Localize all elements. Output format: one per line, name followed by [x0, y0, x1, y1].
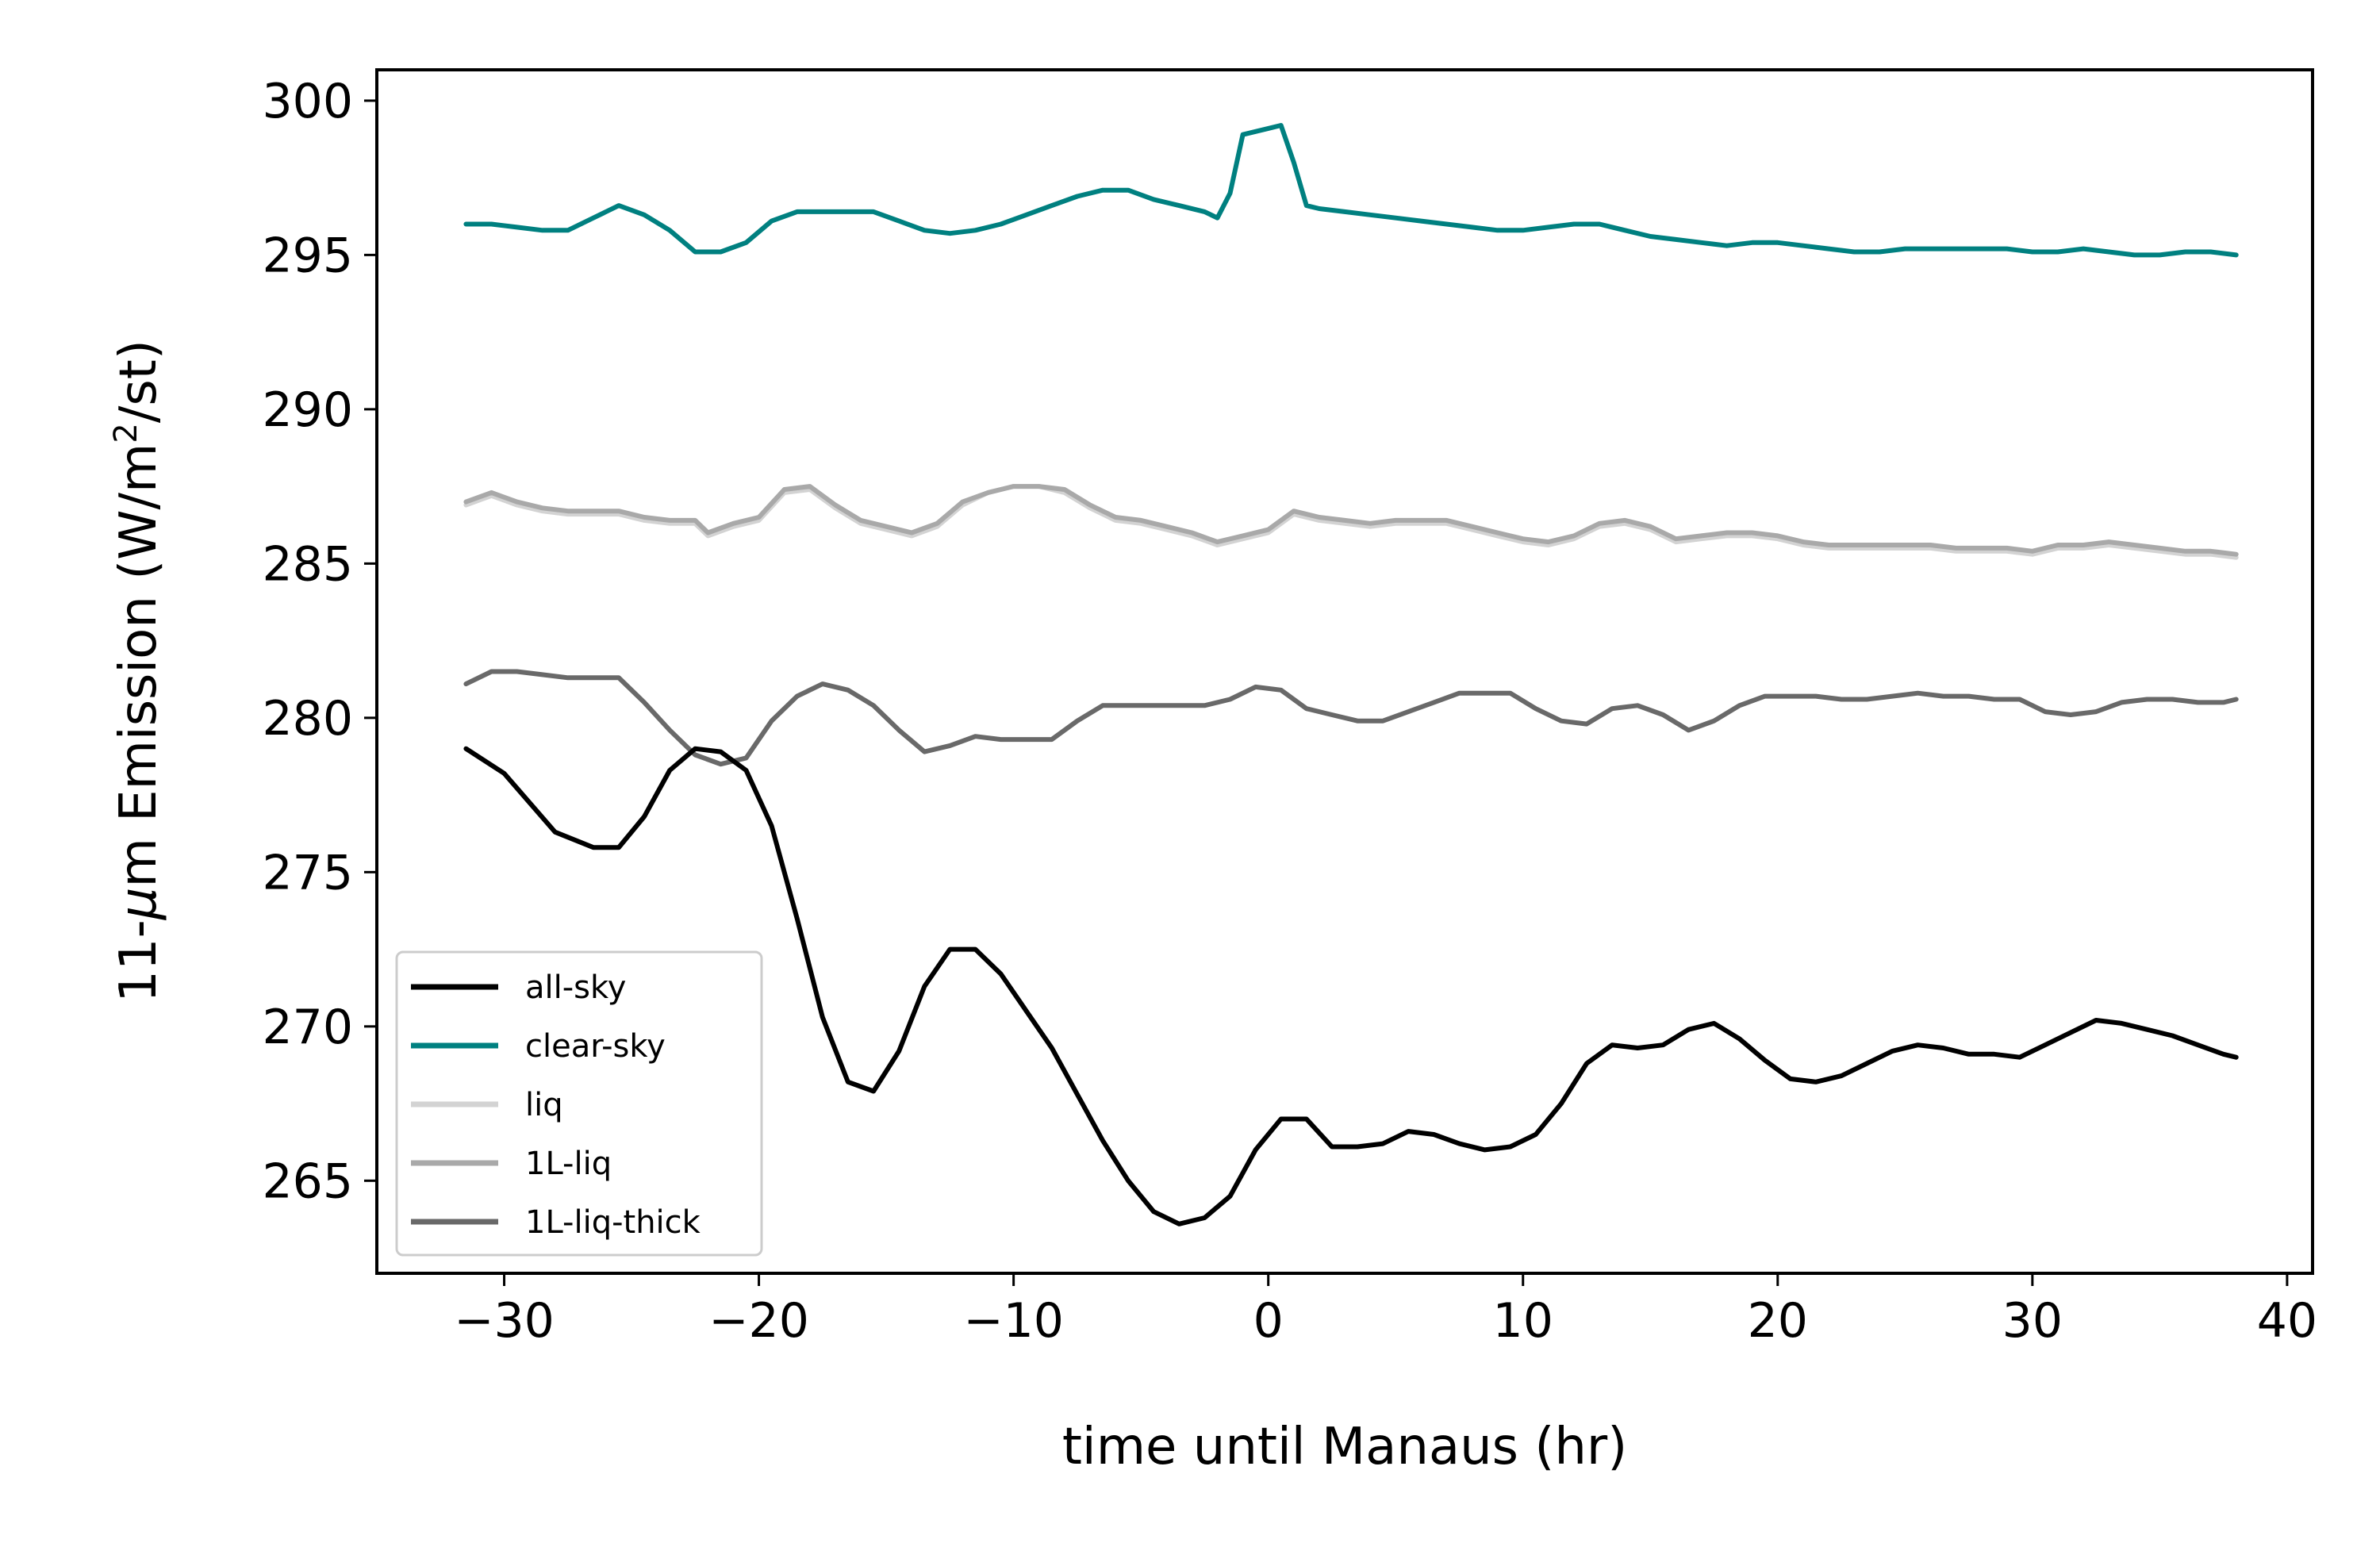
y-tick-label: 290 — [262, 382, 353, 438]
y-tick-label: 270 — [262, 1000, 353, 1055]
x-axis-title: time until Manaus (hr) — [1062, 1418, 1627, 1476]
series-layer — [463, 123, 2239, 1226]
series-line-1L-liq-thick — [463, 669, 2239, 767]
legend-label-clear-sky: clear-sky — [525, 1028, 666, 1065]
series-line-1L-liq — [463, 484, 2239, 557]
y-axis: 265 270 275 280 285 290 295 300 — [262, 74, 377, 1209]
x-tick-label: 20 — [1748, 1293, 1808, 1349]
series-line-all-sky — [463, 746, 2239, 1226]
legend-label-1L-liq-thick: 1L-liq-thick — [525, 1204, 701, 1241]
series-line-liq — [463, 484, 2239, 560]
x-tick-label: 0 — [1253, 1293, 1284, 1349]
y-tick-label: 300 — [262, 74, 353, 129]
y-tick-label: 295 — [262, 228, 353, 283]
y-tick-label: 275 — [262, 845, 353, 900]
legend-label-1L-liq: 1L-liq — [525, 1146, 612, 1182]
x-tick-label: 30 — [2002, 1293, 2063, 1349]
y-tick-label: 285 — [262, 536, 353, 592]
y-tick-label: 280 — [262, 691, 353, 747]
y-tick-label: 265 — [262, 1154, 353, 1209]
x-tick-label: −20 — [708, 1293, 809, 1349]
x-tick-label: −10 — [963, 1293, 1064, 1349]
y-axis-title: 11-μm Emission (W/m2/st) — [108, 340, 168, 1003]
legend-frame — [395, 950, 763, 1257]
x-tick-label: 10 — [1493, 1293, 1553, 1349]
plot-frame — [375, 68, 2314, 1275]
series-line-clear-sky — [463, 123, 2239, 258]
x-tick-label: −30 — [454, 1293, 555, 1349]
legend: all-sky clear-sky liq 1L-liq 1L-liq-thick — [395, 950, 763, 1257]
x-axis: −30 −20 −10 0 10 20 30 40 — [454, 1273, 2317, 1349]
legend-label-liq: liq — [525, 1087, 563, 1123]
legend-label-all-sky: all-sky — [525, 969, 626, 1006]
x-tick-label: 40 — [2257, 1293, 2317, 1349]
